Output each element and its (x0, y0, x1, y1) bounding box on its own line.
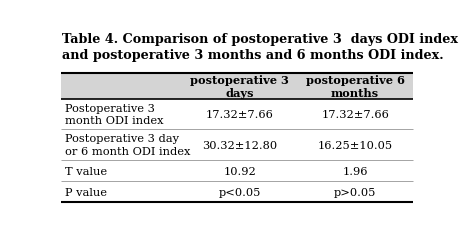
Text: Postoperative 3 day
or 6 month ODI index: Postoperative 3 day or 6 month ODI index (65, 134, 190, 156)
Text: postoperative 3
days: postoperative 3 days (190, 74, 289, 99)
Text: 16.25±10.05: 16.25±10.05 (317, 140, 393, 150)
Text: p>0.05: p>0.05 (334, 187, 377, 197)
Text: 30.32±12.80: 30.32±12.80 (202, 140, 277, 150)
Text: 17.32±7.66: 17.32±7.66 (206, 110, 274, 120)
Text: 10.92: 10.92 (224, 166, 256, 176)
Text: 17.32±7.66: 17.32±7.66 (321, 110, 389, 120)
Bar (61, 74, 413, 100)
Text: p<0.05: p<0.05 (219, 187, 261, 197)
Text: P value: P value (65, 187, 107, 197)
Text: postoperative 6
months: postoperative 6 months (306, 74, 405, 99)
Text: 1.96: 1.96 (342, 166, 368, 176)
Text: Postoperative 3
month ODI index: Postoperative 3 month ODI index (65, 103, 164, 126)
Text: Table 4. Comparison of postoperative 3  days ODI index
and postoperative 3 month: Table 4. Comparison of postoperative 3 d… (62, 33, 458, 62)
Text: T value: T value (65, 166, 107, 176)
